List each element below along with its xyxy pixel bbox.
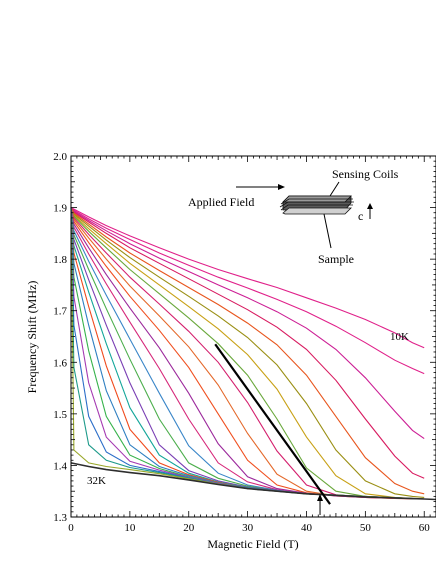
x-tick-label: 20	[183, 522, 195, 534]
applied-field-label: Applied Field	[188, 195, 254, 209]
series-line	[70, 207, 425, 440]
y-tick-label: 1.8	[53, 254, 67, 266]
sensing-coils-pointer	[329, 181, 340, 197]
y-tick-label: 1.4	[53, 460, 67, 472]
marker-arrowhead-icon	[317, 494, 324, 501]
x-tick-label: 60	[419, 522, 431, 534]
y-tick-label: 1.6	[53, 357, 67, 369]
x-tick-label: 50	[360, 522, 372, 534]
x-axis-label: Magnetic Field (T)	[207, 537, 298, 551]
series-line	[70, 207, 425, 479]
series-line	[70, 207, 425, 495]
c-axis-arrowhead-icon	[367, 203, 373, 209]
series-line	[70, 207, 425, 375]
y-tick-label: 2.0	[53, 151, 67, 163]
sample-label: Sample	[318, 252, 354, 266]
y-axis-label: Frequency Shift (MHz)	[25, 281, 39, 394]
field-marker-arrow	[317, 494, 324, 515]
series-line	[70, 207, 425, 500]
series-line	[70, 207, 425, 349]
y-tick-label: 1.5	[53, 409, 67, 421]
plot-frame	[70, 155, 436, 518]
y-tick-label: 1.7	[53, 306, 67, 318]
inset-schematic: Applied Field Sensing Coils c Sample	[188, 167, 399, 266]
y-tick-label: 1.3	[53, 512, 67, 524]
series-line	[70, 462, 436, 501]
annotation-10k: 10K	[390, 331, 409, 343]
coil-stack	[279, 195, 354, 215]
series-line	[70, 217, 425, 500]
y-tick-label: 1.9	[53, 203, 67, 215]
sensing-coils-label: Sensing Coils	[332, 167, 399, 181]
x-tick-label: 40	[301, 522, 313, 534]
x-tick-label: 0	[68, 522, 74, 534]
applied-field-arrowhead-icon	[278, 184, 285, 190]
annotation-32k: 32K	[87, 475, 106, 487]
series-line	[70, 207, 425, 498]
series-line	[70, 207, 425, 500]
x-tick-label: 30	[242, 522, 254, 534]
c-axis-label: c	[358, 209, 363, 223]
trend-line	[214, 343, 331, 505]
series-group	[70, 207, 436, 501]
sample-pointer	[323, 213, 332, 249]
x-tick-label: 10	[124, 522, 136, 534]
series-line	[70, 207, 425, 500]
